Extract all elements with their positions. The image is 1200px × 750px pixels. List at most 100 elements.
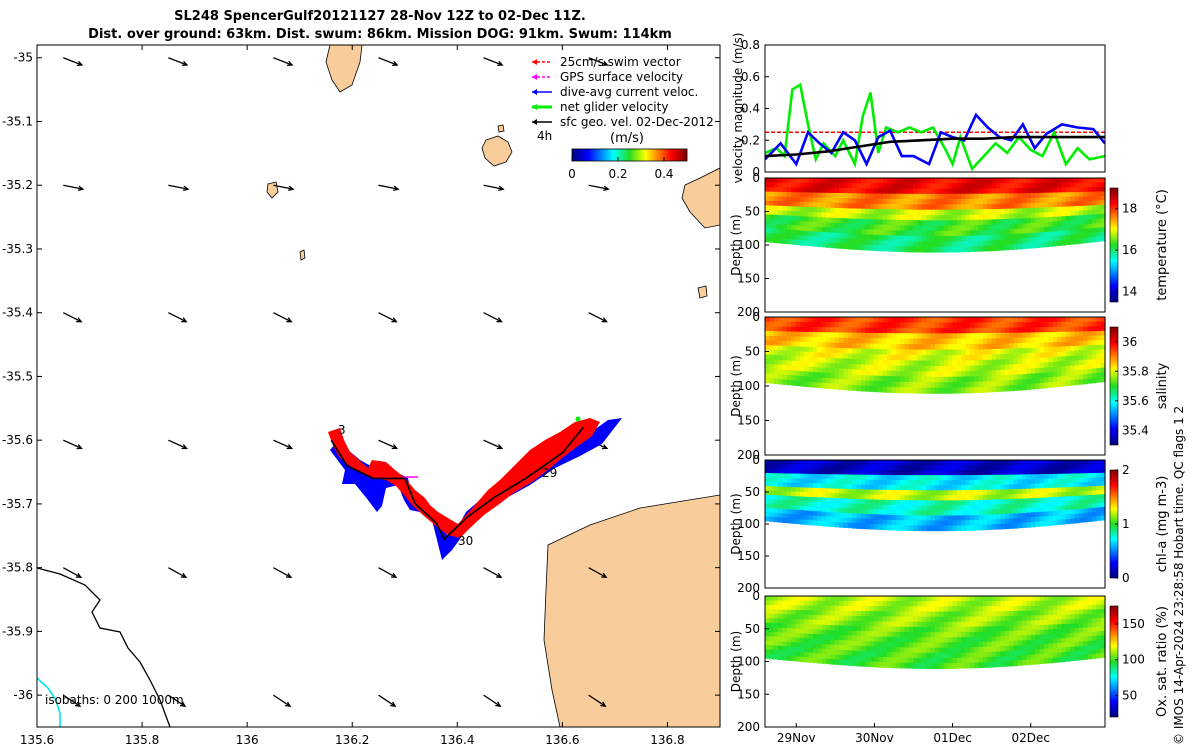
time-tick-label: 29Nov [777, 731, 816, 745]
section-y-tick-label: 0 [752, 171, 760, 185]
map-frame [36, 44, 721, 728]
map-x-tick-label: 136.8 [650, 733, 684, 747]
land-kangaroo-island [543, 494, 720, 727]
glider-track: 3 29 30 [328, 416, 622, 560]
geo-vector-arrow [168, 57, 189, 67]
geo-vector-arrow [378, 184, 400, 192]
chla-section: 0 50 100 150 200 Depth (m) 0 1 2 chl-a (mg m-3) [729, 453, 1170, 595]
geo-vector-arrow [273, 694, 292, 708]
section-y-tick-label: 100 [737, 379, 760, 393]
geo-vector-arrow [273, 439, 294, 450]
geo-vector-arrow [588, 57, 609, 67]
geo-vector-arrow [378, 57, 399, 67]
section-colorbar-tick-label: 14 [1122, 285, 1137, 299]
legend-entry-label: sfc geo. vel. 02-Dec-2012 [560, 115, 714, 129]
section-y-tick-label: 50 [745, 205, 760, 219]
map-y-axis: -35 -35.1 -35.2 -35.3 -35.4 -35.5 -35.6 -35.7 -3… [2, 51, 720, 702]
legend-entry: sfc geo. vel. 02-Dec-2012 [532, 115, 714, 129]
geo-vector-arrow [273, 57, 294, 67]
map-y-tick-label: -35.3 [2, 242, 33, 256]
section-data-cells [765, 460, 1106, 532]
section-y-tick-label: 150 [737, 272, 760, 286]
title-line-2: Dist. over ground: 63km. Dist. swum: 86k… [88, 27, 672, 42]
section-ylabel: Depth (m) [729, 493, 743, 554]
section-y-tick-label: 200 [737, 448, 760, 462]
section-y-tick-label: 100 [737, 517, 760, 531]
map-y-tick-label: -35.8 [2, 561, 33, 575]
geo-vector-arrow [168, 184, 190, 192]
title-line-1: SL248 SpencerGulf20121127 28-Nov 12Z to … [174, 9, 586, 24]
section-colorbar-label: temperature (°C) [1155, 189, 1170, 301]
legend-entry: 25cm/s swim vector [532, 55, 681, 69]
velocity-y-tick-label: 0 [752, 165, 760, 179]
geo-vector-arrow [273, 567, 293, 579]
section-y-tick-label: 0 [752, 310, 760, 324]
legend-colorbar-tick-label: 0.2 [608, 167, 627, 181]
land-east-coast [681, 167, 720, 229]
section-ylabel: Depth (m) [729, 355, 743, 416]
section-y-tick-label: 100 [737, 655, 760, 669]
legend-entry: GPS surface velocity [532, 70, 683, 84]
section-y-tick-label: 200 [737, 581, 760, 595]
velocity-panel: 0 0.2 0.4 0.6 0.8 velocity magnitude (m/s) [731, 33, 1106, 183]
track-label-29: 29 [542, 466, 557, 480]
land-island-top [325, 45, 363, 93]
net-glider-velocity-mark [575, 416, 581, 422]
geo-vector-arrow [483, 694, 502, 708]
geo-vector-arrow [62, 312, 83, 323]
geo-vector-arrow [588, 567, 608, 579]
geo-vector-arrow [168, 567, 188, 579]
geo-vector-arrow [378, 567, 398, 579]
section-colorbar-tick-label: 36 [1122, 335, 1137, 349]
legend-entry: net glider velocity [532, 100, 668, 114]
salinity-section: 0 50 100 150 200 Depth (m) 35.4 35.6 35.8 36 salin… [729, 310, 1170, 462]
legend-entry: dive-avg current veloc. [532, 85, 698, 99]
geo-vector-arrow [63, 57, 84, 67]
geo-vector-arrow [63, 184, 85, 192]
map-y-tick-label: -35.9 [2, 624, 33, 638]
section-colorbar-tick-label: 150 [1122, 617, 1145, 631]
map-x-tick-label: 136.6 [545, 733, 579, 747]
map-panel: 3 29 30 isobaths: 0 200 1000m 135.6 135.8… [2, 44, 721, 747]
coastline-southwest [37, 567, 171, 727]
section-data-cells [765, 178, 1106, 253]
net-glider-track [330, 426, 585, 541]
section-colorbar [1109, 605, 1119, 718]
legend-colorbar-ticks: 0 0.2 0.4 [568, 157, 674, 181]
map-y-tick-label: -35.1 [2, 114, 33, 128]
isobath-200 [37, 677, 61, 727]
geo-vector-arrow [483, 567, 503, 579]
geo-vector-arrow [588, 312, 608, 323]
section-y-tick-label: 150 [737, 687, 760, 701]
geo-vector-arrow [62, 694, 82, 708]
geo-vector-arrow [483, 312, 503, 323]
map-y-tick-label: -35.5 [2, 369, 33, 383]
time-tick-label: 30Nov [855, 731, 894, 745]
map-x-tick-label: 135.6 [20, 733, 54, 747]
section-colorbar [1109, 187, 1119, 303]
land-islet-4 [697, 285, 708, 299]
section-colorbar-tick-label: 2 [1122, 463, 1130, 477]
section-y-tick-label: 200 [737, 720, 760, 734]
geo-vector-arrow [588, 694, 607, 708]
legend-note: 4h [537, 129, 552, 143]
geo-vector-arrow [483, 57, 504, 67]
geo-vector-arrow [483, 184, 505, 192]
time-tick-label: 02Dec [1011, 731, 1050, 745]
velocity-series-line [765, 135, 1105, 158]
geo-vector-arrow [483, 439, 504, 450]
velocity-series-line [765, 82, 1105, 172]
legend-entry-label: dive-avg current veloc. [560, 85, 698, 99]
section-colorbar-tick-label: 1 [1122, 517, 1130, 531]
section-y-tick-label: 50 [745, 622, 760, 636]
velocity-y-axis: 0 0.2 0.4 0.6 0.8 [741, 38, 769, 179]
track-label-3: 3 [338, 423, 346, 437]
section-colorbar [1109, 326, 1119, 446]
section-y-tick-label: 150 [737, 414, 760, 428]
geo-vector-arrow [378, 694, 397, 708]
velocity-series [765, 82, 1105, 172]
map-x-tick-label: 136.4 [440, 733, 474, 747]
